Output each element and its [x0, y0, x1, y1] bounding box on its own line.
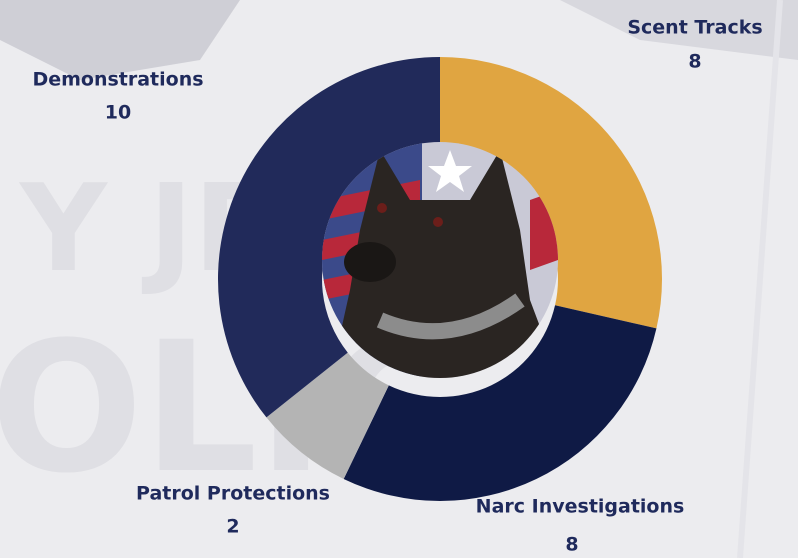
slice-label: Scent Tracks	[627, 17, 762, 39]
slice-label: Narc Investigations	[476, 496, 685, 518]
slice-label: Demonstrations	[32, 69, 203, 91]
donut-slice	[440, 57, 662, 329]
slice-value: 8	[565, 534, 578, 556]
slice-label: Patrol Protections	[136, 483, 330, 505]
donut-slice	[343, 305, 657, 501]
donut-slice	[266, 352, 389, 480]
slice-value: 10	[105, 102, 131, 124]
slice-value: 2	[226, 516, 239, 538]
slice-value: 8	[688, 51, 701, 73]
